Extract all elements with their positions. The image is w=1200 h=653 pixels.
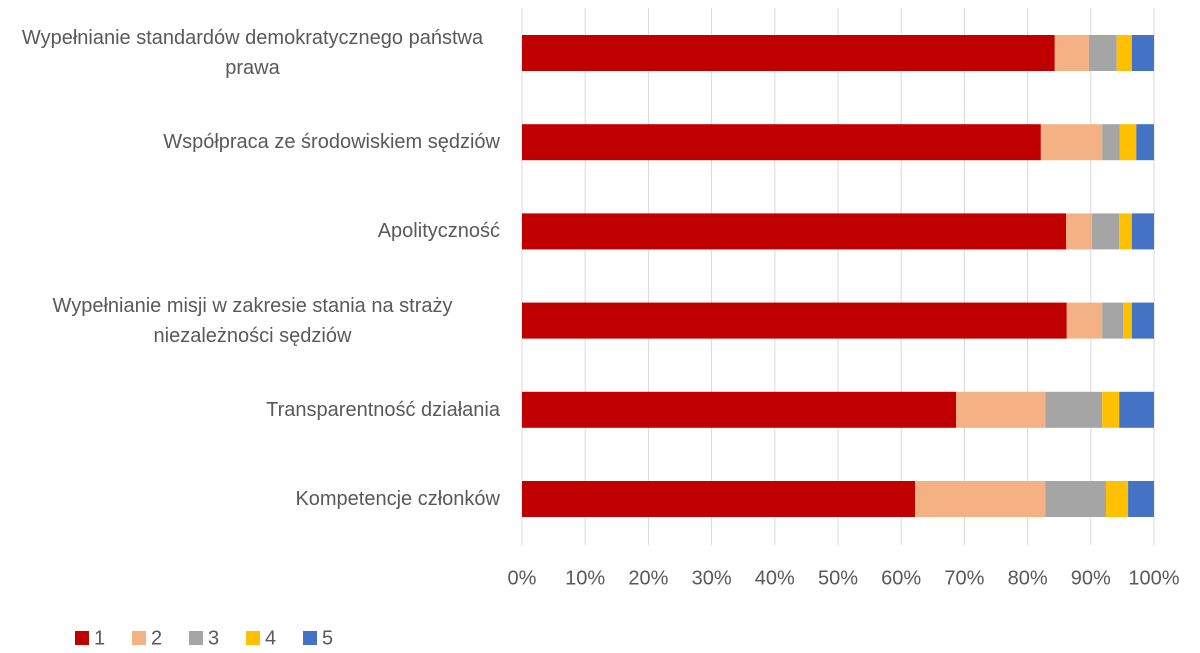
legend-swatch [189, 631, 203, 645]
x-tick-label: 0% [508, 567, 537, 589]
category-label-box: Wypełnianie standardów demokratycznego p… [5, 13, 500, 93]
bar-segment [1102, 302, 1124, 339]
bar-segment [522, 35, 1055, 71]
x-tick-label: 50% [818, 567, 858, 589]
x-tick-label: 60% [881, 567, 921, 589]
x-tick-label: 100% [1128, 567, 1179, 589]
bar-segment [1054, 35, 1089, 71]
category-label: Apolityczność [377, 220, 500, 243]
category-label-box: Apolityczność [5, 191, 500, 271]
legend-label: 2 [151, 627, 162, 649]
bar-segment [1123, 302, 1132, 339]
bar-segment [915, 481, 1046, 517]
bar-segment [1128, 481, 1154, 517]
category-label: Współpraca ze środowiskiem sędziów [163, 131, 500, 154]
legend-swatch [303, 631, 317, 645]
legend-label: 1 [94, 627, 105, 649]
x-tick-label: 20% [628, 567, 668, 589]
category-label-box: Kompetencje członków [5, 459, 500, 539]
legend-swatch [132, 631, 146, 645]
bar-segment [1066, 213, 1093, 250]
category-label: Transparentność działania [266, 398, 500, 421]
bar-segment [956, 391, 1046, 428]
legend-label: 4 [265, 627, 276, 649]
x-tick-label: 90% [1071, 567, 1111, 589]
bar-segment [1088, 35, 1117, 71]
bar-segment [522, 302, 1067, 339]
bar-segment [1131, 35, 1154, 71]
x-tick-label: 10% [565, 567, 605, 589]
bar-segment [1102, 391, 1120, 428]
category-label: Kompetencje członków [295, 488, 500, 510]
bar-segment [1092, 213, 1120, 250]
legend-swatch [75, 631, 89, 645]
category-label-box: Wypełnianie misji w zakresie stania na s… [5, 281, 500, 361]
legend-swatch [246, 631, 260, 645]
bar-segment [1066, 302, 1103, 339]
x-tick-label: 40% [755, 567, 795, 589]
bar-segment [1119, 124, 1137, 161]
bar-segment [1119, 213, 1132, 250]
bar-segment [1131, 213, 1154, 250]
bar-segment [1105, 481, 1129, 517]
legend-label: 5 [322, 627, 333, 649]
bar-segment [1040, 124, 1103, 161]
category-label-box: Współpraca ze środowiskiem sędziów [5, 102, 500, 182]
bar-segment [522, 213, 1067, 250]
bar-segment [1119, 391, 1154, 428]
bar-segment [1131, 302, 1154, 339]
bar-segment [522, 481, 916, 517]
bar-segment [1045, 481, 1106, 517]
bar-segment [1102, 124, 1120, 161]
bar-segment [522, 124, 1041, 161]
x-tick-label: 70% [944, 567, 984, 589]
bar-segment [1116, 35, 1132, 71]
bar-segment [522, 391, 957, 428]
legend-label: 3 [208, 627, 219, 649]
category-label-box: Transparentność działania [5, 370, 500, 450]
bar-segment [1136, 124, 1154, 161]
category-label: Wypełnianie standardów demokratycznego p… [21, 27, 484, 79]
x-tick-label: 80% [1008, 567, 1048, 589]
x-tick-label: 30% [692, 567, 732, 589]
bar-segment [1045, 391, 1103, 428]
category-label: Wypełnianie misji w zakresie stania na s… [52, 294, 453, 347]
